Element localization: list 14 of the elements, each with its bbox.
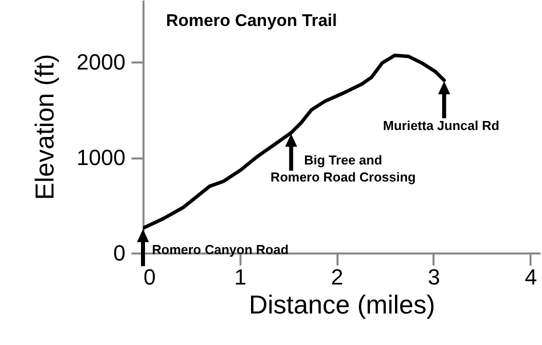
x-tick-label: 2 [331, 264, 344, 290]
x-tick-label: 4 [524, 264, 537, 290]
y-tick-label: 2000 [76, 50, 126, 75]
x-tick-label: 0 [144, 264, 156, 290]
x-tick-label: 1 [234, 264, 246, 290]
x-tick-label: 3 [428, 264, 440, 290]
x-axis-title: Distance (miles) [248, 290, 436, 320]
text: Romero Canyon Trail [166, 11, 337, 30]
y-tick-label: 1000 [76, 145, 126, 170]
annotation: Big Tree and Romero Road Crossing [270, 152, 416, 185]
annotation: Romero Canyon Road [152, 242, 289, 258]
y-tick-label: 0 [113, 240, 126, 266]
y-axis-title: Elevation (ft) [30, 54, 60, 200]
annotation: Murietta Juncal Rd [382, 118, 500, 134]
